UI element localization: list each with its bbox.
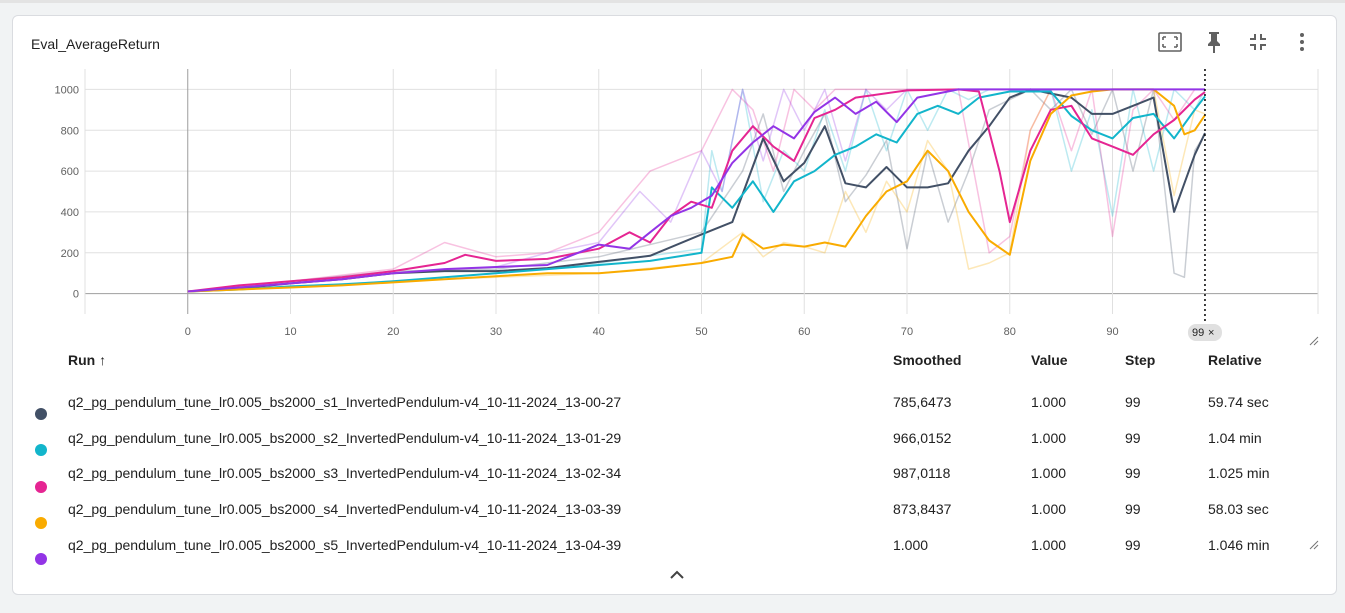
raw-value: 1.000 [1031,394,1067,410]
step-value: 99 [1125,394,1141,410]
relative-time: 1.046 min [1208,537,1270,553]
x-tick-label: 0 [185,326,191,338]
axis-ticks: 0 200 400 600 800 1000 0 10 20 30 40 50 60 70 80 90 [55,84,1119,338]
x-tick-label: 70 [901,326,913,338]
smoothed-value: 966,0152 [893,430,952,446]
pin-button[interactable] [1192,30,1236,54]
y-tick-label: 400 [61,207,79,219]
table-row: q2_pg_pendulum_tune_lr0.005_bs2000_s2_In… [13,416,1338,456]
raw-series-line-5 [187,88,1205,293]
x-tick-label: 50 [695,326,707,338]
hover-step-value: 99 [1192,327,1204,339]
y-tick-label: 600 [61,166,79,178]
raw-series-line-1 [187,88,1206,293]
smoothed-series-line-1 [187,88,1206,293]
run-color-dot [35,553,47,565]
collapse-icon [1250,34,1266,50]
chevron-up-icon [670,570,684,579]
run-name: q2_pg_pendulum_tune_lr0.005_bs2000_s1_In… [68,394,622,410]
run-name: q2_pg_pendulum_tune_lr0.005_bs2000_s4_In… [68,501,622,517]
run-color-dot [35,444,47,456]
table-row: q2_pg_pendulum_tune_lr0.005_bs2000_s3_In… [13,451,1338,493]
run-color-dot [35,408,47,420]
pin-icon [1208,32,1220,53]
step-value: 99 [1125,465,1141,481]
raw-value: 1.000 [1031,537,1067,553]
fit-domain-icon [1158,32,1182,52]
table-row: q2_pg_pendulum_tune_lr0.005_bs2000_s4_In… [13,487,1338,529]
card-title: Eval_AverageReturn [31,36,160,52]
line-chart[interactable]: 0 200 400 600 800 1000 0 10 20 30 40 50 60 70 80 90 99 … [13,16,1338,346]
y-tick-label: 800 [61,125,79,137]
relative-time: 58.03 sec [1208,501,1269,517]
smoothed-series-layer [187,88,1206,293]
sort-ascending-icon: ↑ [99,352,107,368]
header-value[interactable]: Value [1031,352,1068,368]
card-toolbar [1148,30,1324,54]
raw-series-layer [187,88,1206,293]
run-name: q2_pg_pendulum_tune_lr0.005_bs2000_s5_In… [68,537,622,553]
raw-value: 1.000 [1031,465,1067,481]
header-run[interactable]: Run ↑ [68,352,107,368]
run-name: q2_pg_pendulum_tune_lr0.005_bs2000_s3_In… [68,465,622,481]
x-tick-label: 90 [1106,326,1118,338]
x-tick-label: 20 [387,326,399,338]
step-value: 99 [1125,501,1141,517]
run-color-dot [35,517,47,529]
smoothed-value: 1.000 [893,537,929,553]
smoothed-series-line-3 [187,88,1206,293]
table-row: q2_pg_pendulum_tune_lr0.005_bs2000_s1_In… [13,380,1338,420]
raw-series-line-2 [187,88,1206,293]
clear-step-icon[interactable]: × [1208,327,1214,339]
relative-time: 1.04 min [1208,430,1262,446]
run-name: q2_pg_pendulum_tune_lr0.005_bs2000_s2_In… [68,430,622,446]
header-step[interactable]: Step [1125,352,1156,368]
table-resize-handle[interactable] [1309,540,1319,550]
run-color-dot [35,481,47,493]
collapse-button[interactable] [1236,30,1280,54]
raw-series-line-4 [187,88,1206,293]
header-relative[interactable]: Relative [1208,352,1262,368]
smoothed-series-line-4 [187,88,1206,293]
step-value: 99 [1125,430,1141,446]
more-vert-icon [1300,33,1304,51]
scalar-card: Eval_AverageReturn [12,15,1337,595]
y-tick-label: 0 [73,289,79,301]
raw-value: 1.000 [1031,501,1067,517]
y-tick-label: 200 [61,248,79,260]
x-tick-label: 40 [593,326,605,338]
smoothed-value: 785,6473 [893,394,952,410]
hover-step-badge[interactable]: 99 × [1187,324,1222,341]
x-tick-label: 10 [284,326,296,338]
x-tick-label: 80 [1004,326,1016,338]
x-tick-label: 30 [490,326,502,338]
header-smoothed[interactable]: Smoothed [893,352,962,368]
smoothed-value: 873,8437 [893,501,952,517]
smoothed-series-line-2 [187,90,1206,293]
chart-resize-handle[interactable] [1309,336,1319,346]
more-options-button[interactable] [1280,30,1324,54]
relative-time: 59.74 sec [1208,394,1269,410]
raw-series-line-3 [187,88,1205,293]
y-tick-label: 1000 [55,84,79,96]
x-tick-label: 60 [798,326,810,338]
top-border [0,0,1345,3]
expand-less-button[interactable] [665,564,689,584]
smoothed-series-line-5 [187,88,1205,293]
raw-value: 1.000 [1031,430,1067,446]
table-row: q2_pg_pendulum_tune_lr0.005_bs2000_s5_In… [13,523,1338,565]
smoothed-value: 987,0118 [893,465,951,481]
step-value: 99 [1125,537,1141,553]
relative-time: 1.025 min [1208,465,1270,481]
fit-domain-button[interactable] [1148,30,1192,54]
